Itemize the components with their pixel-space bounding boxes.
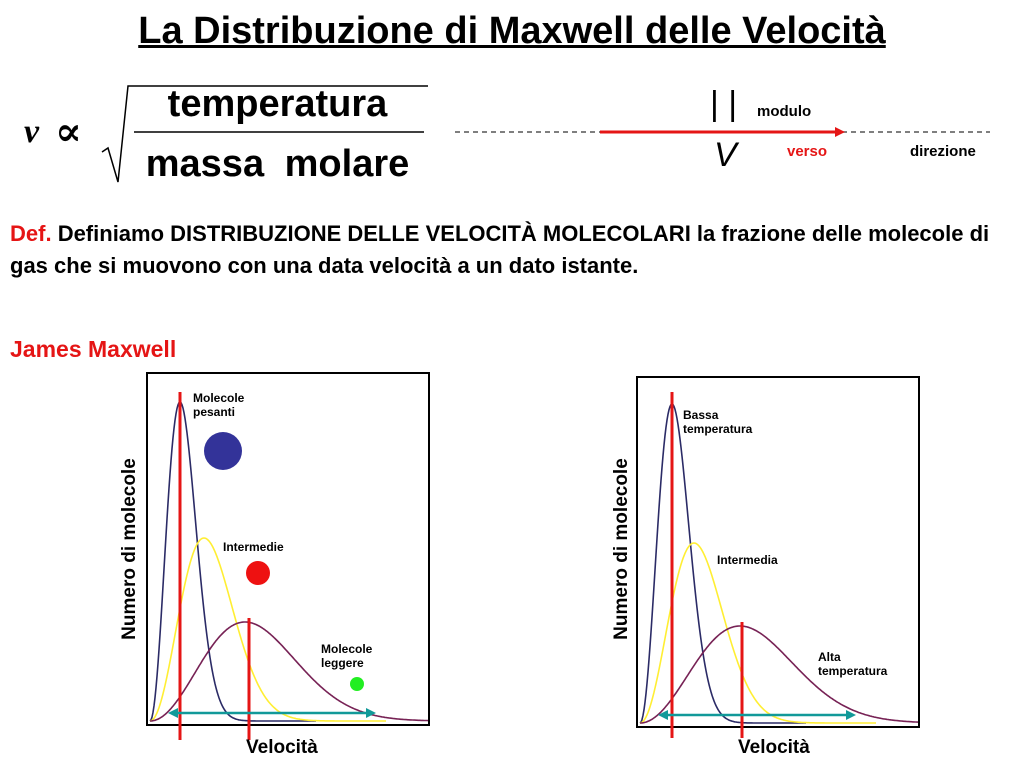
label-low-temperature: Bassa temperatura (683, 408, 753, 436)
vector-symbol: V (714, 136, 737, 174)
chart-right-ylabel: Numero di molecole (611, 458, 632, 640)
chart-left-panel (146, 372, 430, 726)
chart-right-xlabel: Velocità (738, 737, 810, 758)
light-molecule-icon (350, 677, 364, 691)
chart-left-xlabel: Velocità (246, 737, 318, 758)
chart-left (149, 392, 429, 740)
curve-intermediate-molecules (149, 537, 386, 722)
definition-paragraph: Def. Definiamo DISTRIBUZIONE DELLE VELOC… (10, 218, 1015, 282)
heavy-molecule-icon (204, 432, 242, 470)
arrow-left-icon (658, 710, 668, 720)
intermediate-molecule-icon (246, 561, 270, 585)
label-intermediate-temperature: Intermedia (717, 553, 778, 567)
arrow-head-icon (835, 127, 845, 137)
definition-text: Definiamo DISTRIBUZIONE DELLE VELOCITÀ M… (10, 221, 990, 278)
arrow-right-icon (366, 708, 376, 718)
chart-right-panel (636, 376, 920, 728)
vector-line (455, 127, 990, 137)
label-light-molecules: Molecole leggere (321, 642, 373, 670)
modulus-bars: | | (710, 85, 738, 123)
page-title: La Distribuzione di Maxwell delle Veloci… (138, 10, 886, 52)
square-root-sign (101, 85, 428, 183)
curve-intermediate-temperature (639, 542, 876, 724)
formula-numerator: temperatura (167, 83, 388, 125)
label-intermediate: Intermedie (223, 540, 284, 554)
direzione-label: direzione (910, 143, 976, 160)
curve-heavy-molecules (149, 401, 316, 722)
arrow-right-icon (846, 710, 856, 720)
arrow-left-icon (168, 708, 178, 718)
curve-light-molecules (150, 621, 429, 722)
label-heavy-molecules: Molecole pesanti (193, 391, 245, 419)
curve-high-temperature (640, 625, 918, 724)
label-high-temperature: Alta temperatura (818, 650, 888, 678)
chart-right (639, 392, 918, 738)
chart-left-ylabel: Numero di molecole (119, 458, 140, 640)
proportional-symbol: ∝ (55, 108, 82, 155)
velocity-symbol: v (24, 113, 40, 150)
modulo-label: modulo (757, 103, 812, 120)
verso-label: verso (787, 143, 828, 160)
author-name: James Maxwell (10, 336, 177, 362)
formula-denominator: massa molare (145, 143, 410, 185)
definition-label: Def. (10, 221, 52, 246)
